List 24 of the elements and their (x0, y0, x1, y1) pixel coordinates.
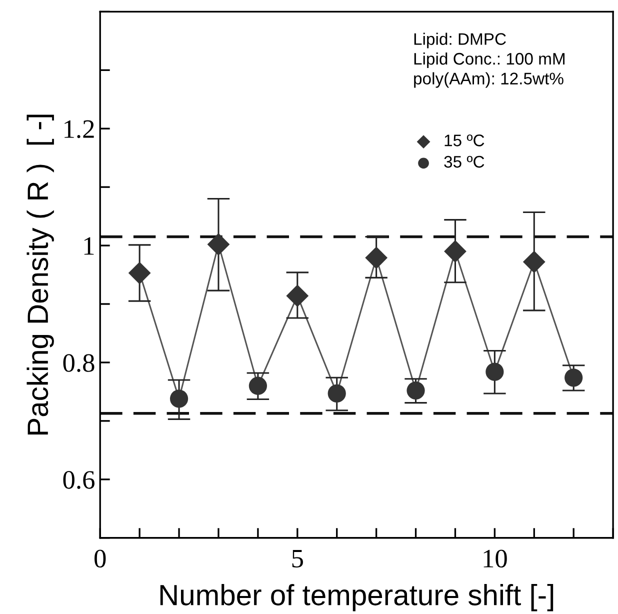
point (128, 262, 151, 284)
point (328, 384, 346, 403)
point (444, 240, 466, 263)
point (170, 390, 188, 408)
annotation: Lipid: DMPC Lipid Conc.: 100 mM poly(AAm): 12.5wt% (414, 32, 564, 88)
x-tick-label: 10 (484, 550, 507, 568)
x-tick-label: 0 (94, 550, 106, 568)
point (207, 233, 230, 256)
x-axis-title: Number of temperature shift [-] (160, 584, 554, 612)
point (248, 376, 267, 395)
point (564, 368, 583, 387)
point (286, 284, 309, 308)
y-tick-label: 0.8 (63, 354, 94, 372)
point (406, 381, 425, 400)
x-tick-label: 5 (292, 550, 303, 568)
y-axis-title: Packing Density ( R ) [ -] (26, 114, 54, 434)
y-tick-label: 1 (84, 237, 94, 255)
y-tick-label: 0.6 (63, 471, 94, 489)
point (522, 250, 546, 274)
point (486, 362, 504, 381)
point (365, 246, 388, 270)
legend-label: 35 ºC (444, 156, 484, 168)
y-tick-label: 1.2 (64, 120, 94, 138)
legend-label: 15 ºC (444, 134, 484, 146)
